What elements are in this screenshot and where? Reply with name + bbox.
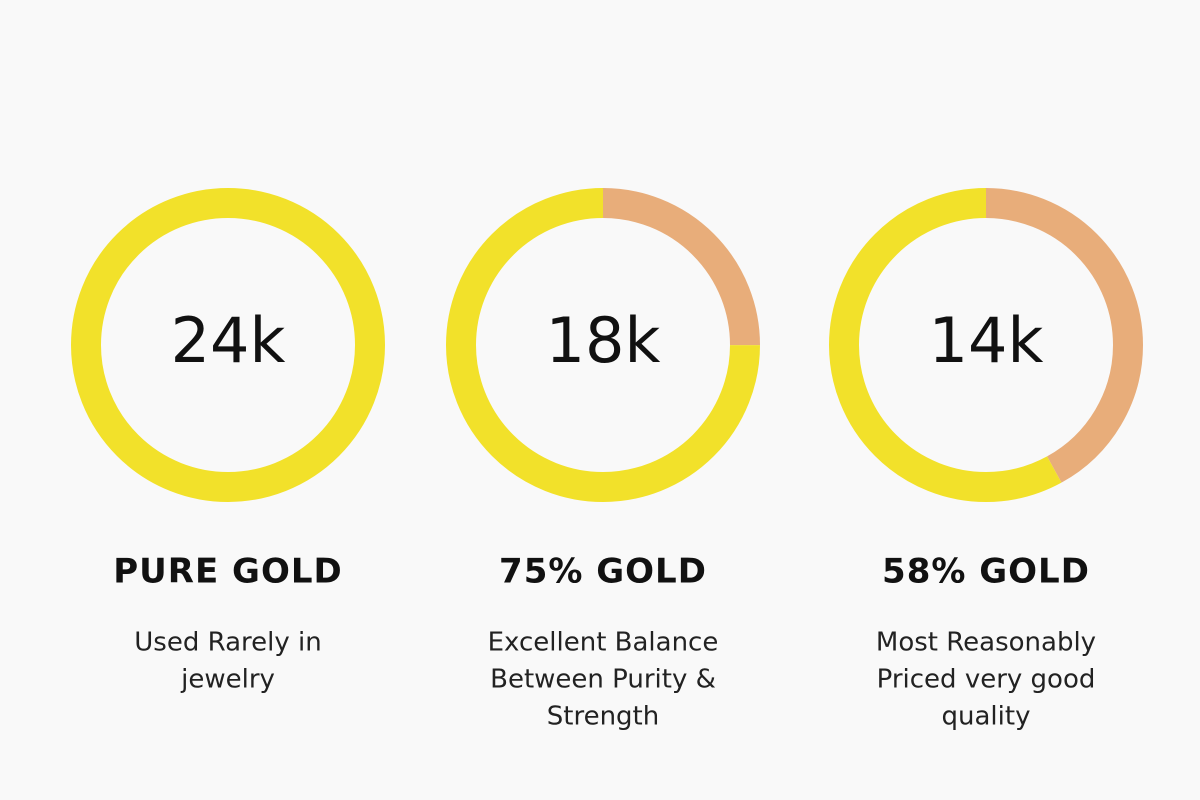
donut-segment (71, 188, 385, 502)
donut-center-label: 18k (546, 304, 661, 377)
description: jewelry (180, 665, 275, 695)
donut-segment (829, 188, 1143, 502)
description: Strength (547, 702, 659, 732)
donut-center-label: 14k (929, 304, 1044, 377)
heading: 58% GOLD (882, 552, 1090, 592)
heading: PURE GOLD (113, 552, 342, 592)
description: Priced very good (877, 665, 1096, 695)
description: Between Purity & (490, 665, 716, 695)
description: Most Reasonably (876, 628, 1096, 658)
description: Excellent Balance (488, 628, 719, 658)
donut-segment (446, 188, 760, 502)
donut-center-label: 24k (171, 304, 286, 377)
description: quality (942, 702, 1031, 732)
heading: 75% GOLD (499, 552, 707, 592)
description: Used Rarely in (134, 628, 321, 658)
